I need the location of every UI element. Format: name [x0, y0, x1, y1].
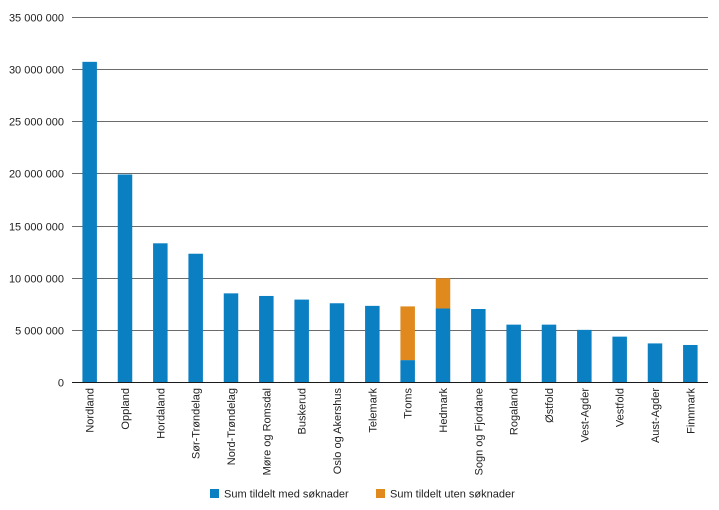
y-tick-label: 5 000 000 [15, 326, 64, 338]
bar-med-soknader [365, 305, 380, 382]
x-tick-label: Troms [403, 388, 415, 419]
bar-uten-soknader [435, 278, 451, 309]
bar-med-soknader [541, 324, 557, 382]
x-tick-label: Buskerud [297, 388, 309, 434]
y-tick-label: 0 [58, 378, 64, 390]
y-tick-label: 35 000 000 [9, 13, 64, 25]
x-axis-category-labels: Nordland Oppland Hordaland Sør-Trøndelag Nor… [85, 388, 698, 476]
x-tick-label: Oppland [120, 388, 132, 430]
y-axis-tick-labels: 0 5 000 000 10 000 000 15 000 000 20 000 000… [9, 13, 64, 390]
x-tick-label: Vest-Agder [579, 388, 591, 443]
bar-med-soknader [329, 303, 345, 382]
x-tick-label: Østfold [544, 388, 556, 423]
x-tick-label: Sør-Trøndelag [191, 388, 203, 459]
bar-med-soknader [223, 293, 239, 382]
x-tick-label: Telemark [367, 388, 379, 433]
x-tick-label: Finnmark [685, 388, 697, 434]
legend-swatch-med-soknader [210, 489, 219, 498]
y-tick-label: 15 000 000 [9, 222, 64, 234]
bars [82, 61, 698, 383]
x-tick-label: Møre og Romsdal [261, 388, 273, 475]
x-tick-label: Sogn og Fjordane [473, 388, 485, 475]
bar-med-soknader [153, 243, 168, 382]
x-tick-label: Nord-Trøndelag [226, 388, 238, 465]
bar-med-soknader [400, 360, 415, 382]
legend: Sum tildelt med søknader Sum tildelt uten… [210, 489, 515, 501]
bar-med-soknader [117, 174, 133, 382]
y-tick-label: 30 000 000 [9, 65, 64, 77]
bar-med-soknader [471, 309, 486, 382]
x-tick-label: Rogaland [509, 388, 521, 435]
bar-med-soknader [612, 336, 627, 382]
x-tick-label: Hedmark [438, 388, 450, 433]
y-tick-label: 25 000 000 [9, 117, 64, 129]
bar-med-soknader [577, 329, 592, 382]
bar-uten-soknader [400, 306, 415, 361]
bar-med-soknader [82, 61, 97, 383]
bar-med-soknader [506, 324, 521, 382]
x-tick-label: Hordaland [155, 388, 167, 439]
x-tick-label: Aust-Agder [650, 388, 662, 443]
y-tick-label: 20 000 000 [9, 169, 64, 181]
bar-med-soknader [294, 299, 309, 382]
bar-med-soknader [435, 308, 451, 382]
legend-swatch-uten-soknader [376, 489, 385, 498]
gridlines [72, 17, 708, 383]
x-tick-label: Oslo og Akershus [332, 388, 344, 475]
bar-med-soknader [259, 295, 274, 382]
x-tick-label: Nordland [85, 388, 97, 433]
y-tick-label: 10 000 000 [9, 274, 64, 286]
bar-med-soknader [683, 344, 698, 382]
bar-med-soknader [188, 253, 203, 382]
bar-med-soknader [647, 343, 663, 382]
x-tick-label: Vestfold [615, 388, 627, 427]
legend-label-uten-soknader: Sum tildelt uten søknader [390, 489, 515, 501]
legend-label-med-soknader: Sum tildelt med søknader [224, 489, 349, 501]
